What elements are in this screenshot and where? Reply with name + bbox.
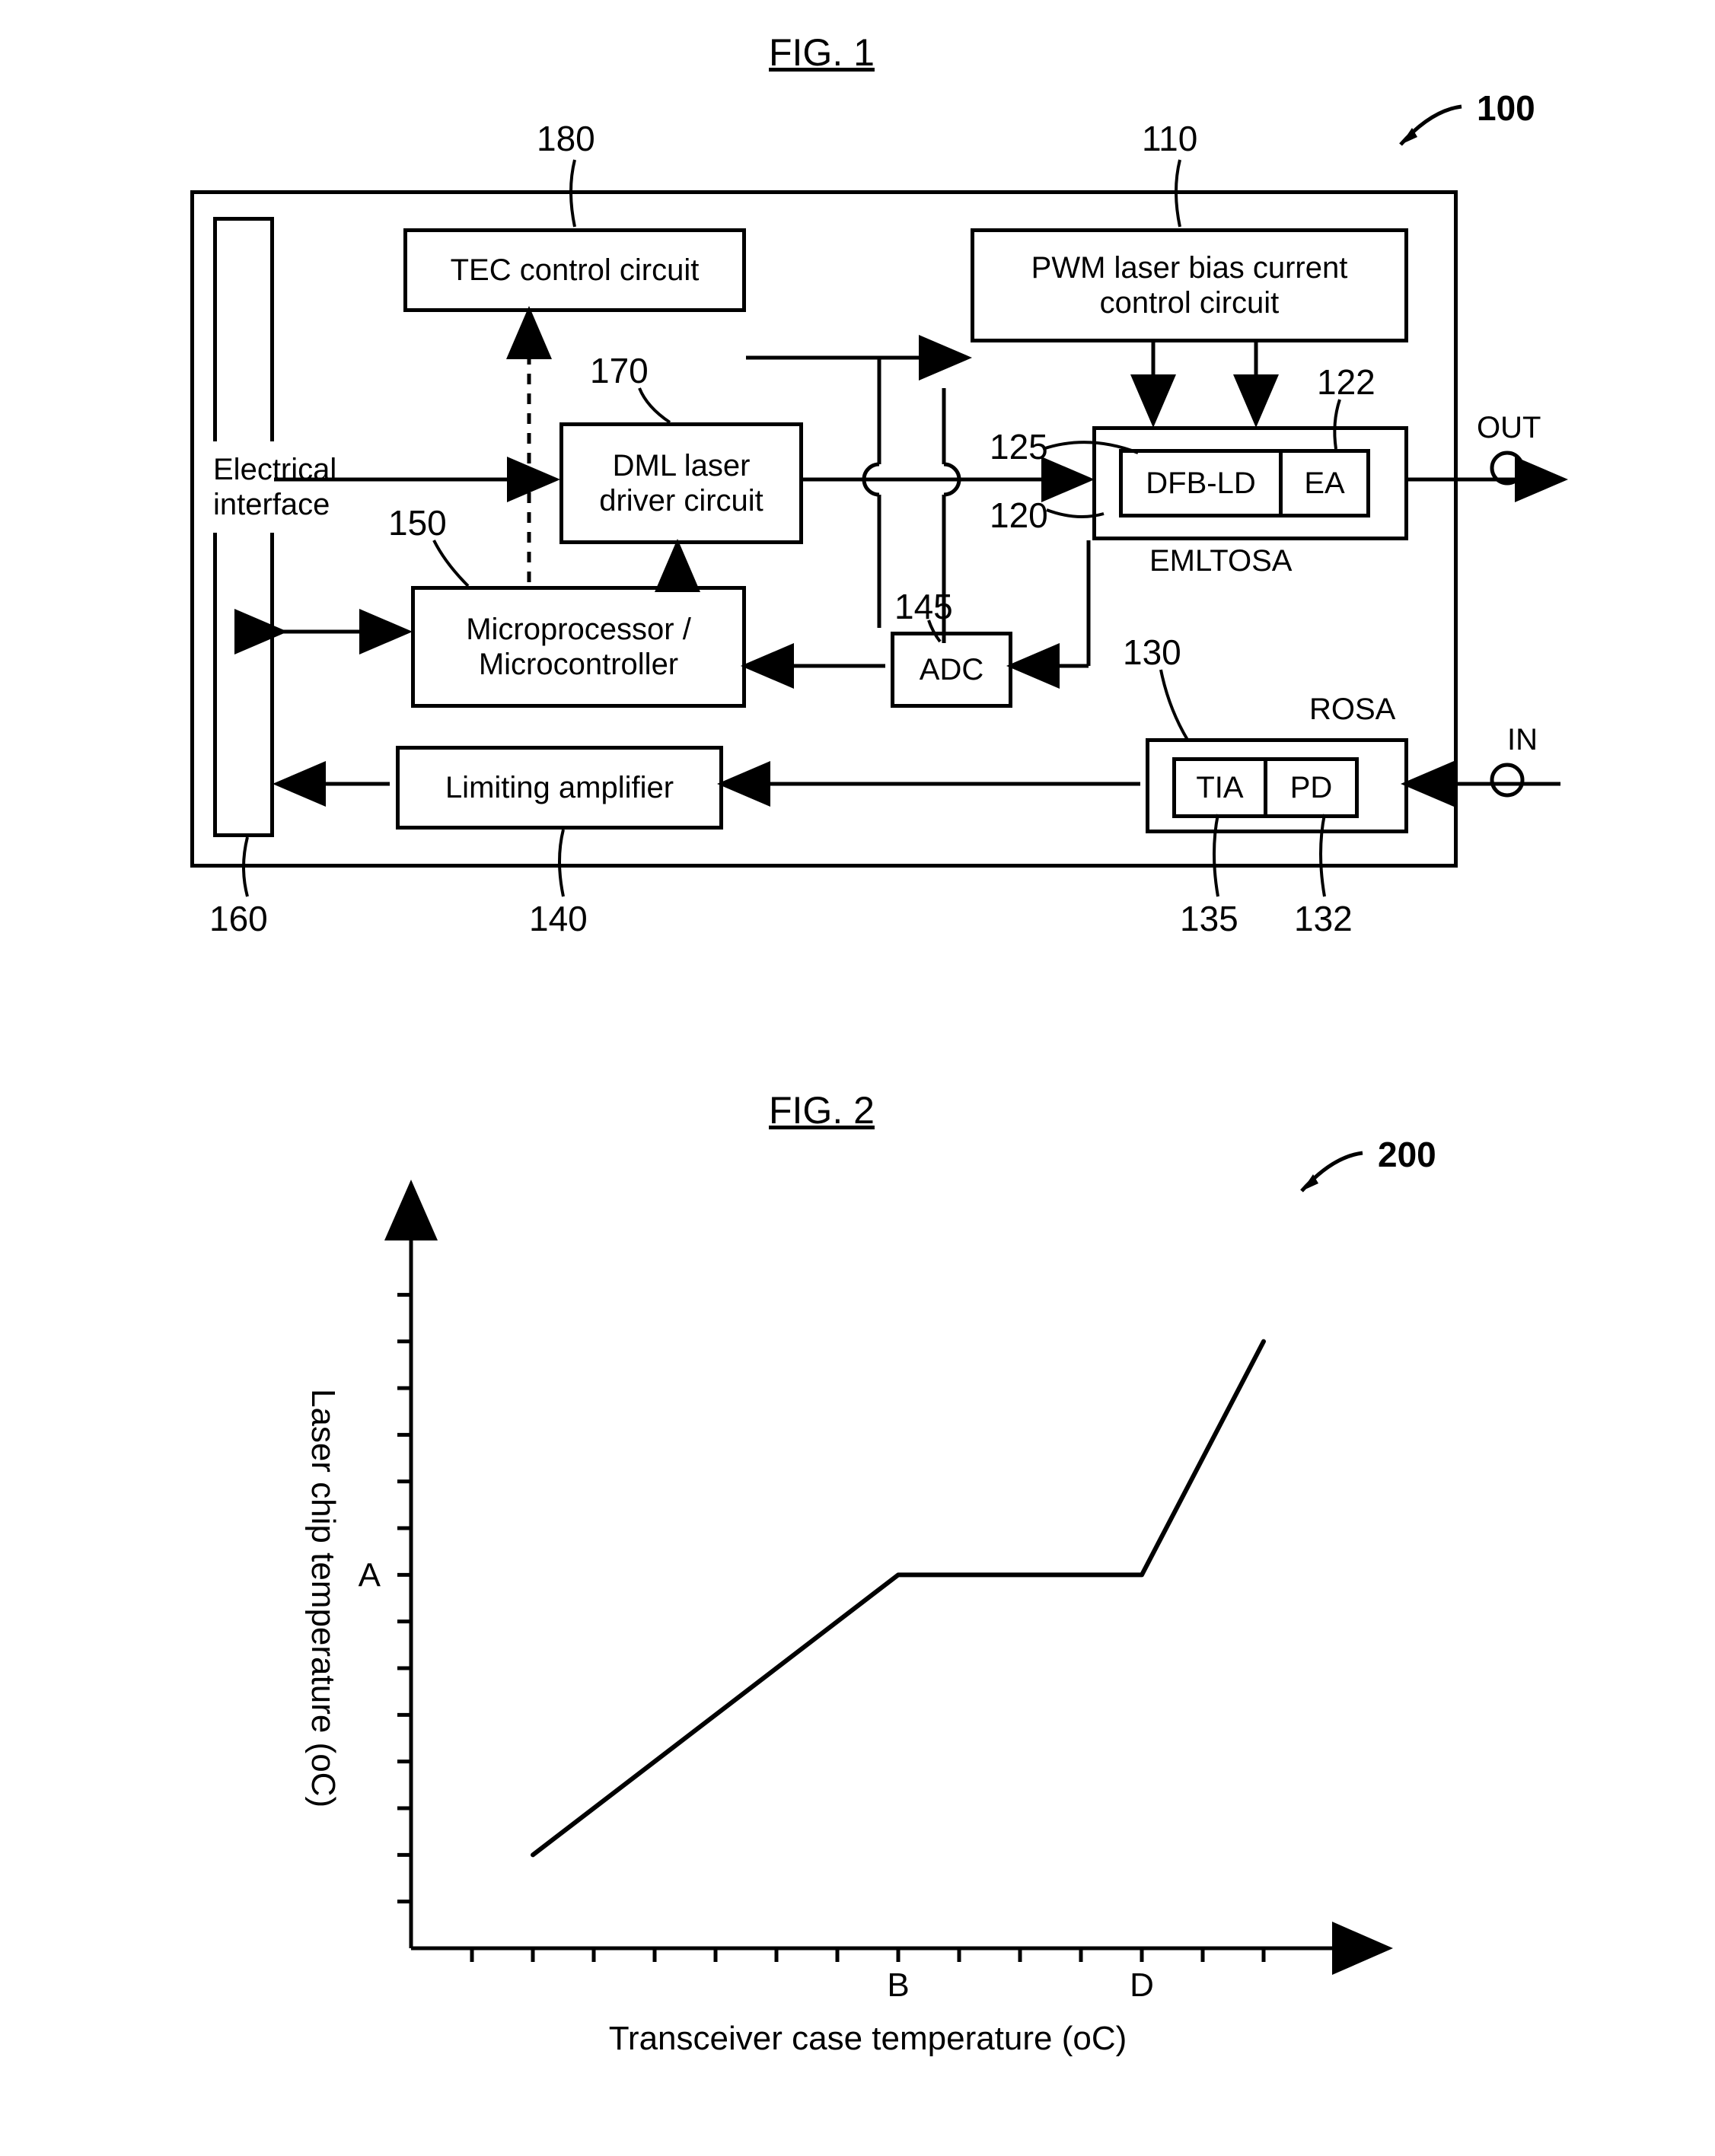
ref-140: 140 bbox=[529, 898, 588, 939]
svg-text:D: D bbox=[1130, 1967, 1154, 2004]
fig1-connectors bbox=[190, 190, 1576, 875]
ref-132: 132 bbox=[1294, 898, 1353, 939]
svg-text:B: B bbox=[887, 1967, 909, 2004]
ref-110: 110 bbox=[1142, 118, 1197, 159]
fig2-ref-main: 200 bbox=[1378, 1134, 1436, 1175]
ref-180: 180 bbox=[537, 118, 595, 159]
fig2-chart: A B D Laser chip temperature (oC) Transceive… bbox=[244, 1187, 1462, 2100]
ref-135: 135 bbox=[1180, 898, 1238, 939]
svg-text:Transceiver case temperature (: Transceiver case temperature (oC) bbox=[609, 2020, 1127, 2057]
fig1-ref-main: 100 bbox=[1477, 88, 1535, 129]
fig1-title: FIG. 1 bbox=[769, 30, 875, 75]
fig2-title: FIG. 2 bbox=[769, 1088, 875, 1132]
page: FIG. 1 100 Electrical interface TEC cont… bbox=[0, 0, 1715, 2156]
svg-text:Laser chip temperature (oC): Laser chip temperature (oC) bbox=[304, 1389, 342, 1807]
fig1-ref-main-leader bbox=[1385, 99, 1477, 160]
svg-text:A: A bbox=[359, 1556, 381, 1594]
ref-160: 160 bbox=[209, 898, 268, 939]
